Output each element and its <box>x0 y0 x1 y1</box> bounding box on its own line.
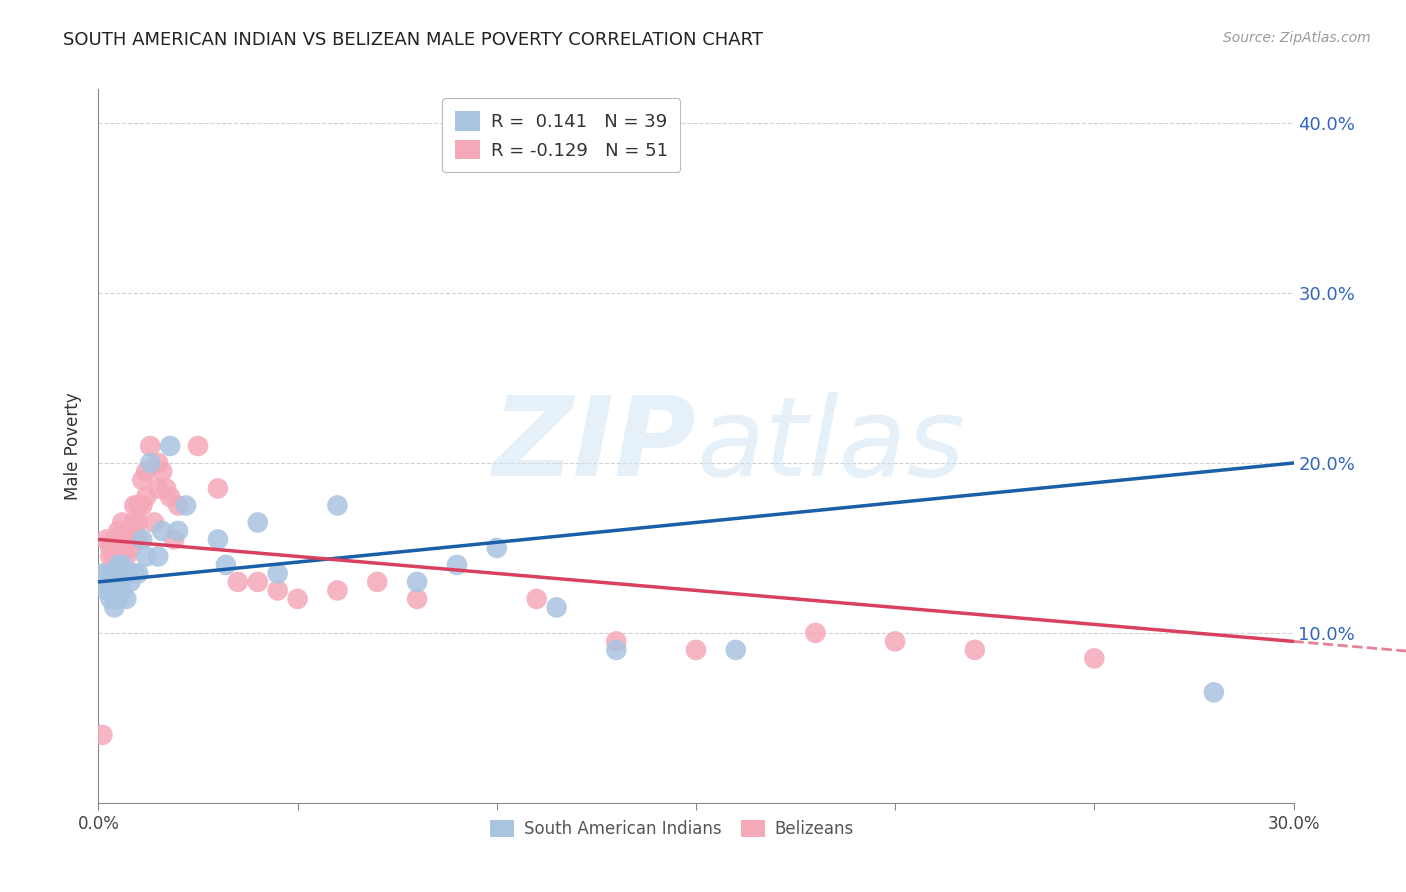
Point <box>267 566 290 581</box>
Point <box>131 533 153 547</box>
Point <box>91 728 114 742</box>
Point <box>804 626 827 640</box>
Point <box>107 558 129 572</box>
Point <box>167 499 190 513</box>
Point <box>98 583 122 598</box>
Point <box>884 634 907 648</box>
Point <box>546 600 568 615</box>
Point <box>91 566 114 581</box>
Point <box>131 499 153 513</box>
Legend: South American Indians, Belizeans: South American Indians, Belizeans <box>484 813 860 845</box>
Point <box>605 643 627 657</box>
Point <box>120 524 142 538</box>
Point <box>127 533 149 547</box>
Point <box>406 574 429 589</box>
Point <box>98 591 122 606</box>
Point <box>107 541 129 555</box>
Point <box>685 643 707 657</box>
Point <box>98 566 122 581</box>
Point <box>107 566 129 581</box>
Point <box>485 541 508 555</box>
Point <box>724 643 747 657</box>
Point <box>103 533 125 547</box>
Point <box>103 566 125 581</box>
Point <box>148 482 170 496</box>
Point <box>1083 651 1105 665</box>
Point <box>246 574 269 589</box>
Point <box>131 473 153 487</box>
Point <box>159 490 181 504</box>
Point <box>267 583 290 598</box>
Y-axis label: Male Poverty: Male Poverty <box>65 392 83 500</box>
Point <box>326 583 349 598</box>
Point <box>98 549 122 564</box>
Text: atlas: atlas <box>696 392 965 500</box>
Point <box>107 574 129 589</box>
Point <box>143 516 166 530</box>
Point <box>226 574 249 589</box>
Point <box>103 574 125 589</box>
Point <box>207 533 229 547</box>
Point <box>287 591 309 606</box>
Point <box>167 524 190 538</box>
Point <box>115 533 138 547</box>
Point <box>107 524 129 538</box>
Point <box>120 574 142 589</box>
Point <box>103 558 125 572</box>
Point <box>111 558 134 572</box>
Point <box>159 439 181 453</box>
Point <box>174 499 197 513</box>
Point <box>103 549 125 564</box>
Point <box>103 600 125 615</box>
Text: Source: ZipAtlas.com: Source: ZipAtlas.com <box>1223 31 1371 45</box>
Point <box>246 516 269 530</box>
Point <box>124 499 146 513</box>
Point <box>150 465 173 479</box>
Text: ZIP: ZIP <box>492 392 696 500</box>
Point <box>111 583 134 598</box>
Point <box>115 566 138 581</box>
Point <box>139 439 162 453</box>
Point <box>124 516 146 530</box>
Point <box>107 591 129 606</box>
Point <box>148 549 170 564</box>
Point <box>96 583 118 598</box>
Text: SOUTH AMERICAN INDIAN VS BELIZEAN MALE POVERTY CORRELATION CHART: SOUTH AMERICAN INDIAN VS BELIZEAN MALE P… <box>63 31 763 49</box>
Point <box>139 456 162 470</box>
Point <box>963 643 986 657</box>
Point <box>215 558 238 572</box>
Point <box>124 566 146 581</box>
Point <box>446 558 468 572</box>
Point <box>163 533 186 547</box>
Point <box>187 439 209 453</box>
Point <box>111 516 134 530</box>
Point <box>1202 685 1225 699</box>
Point <box>148 456 170 470</box>
Point <box>605 634 627 648</box>
Point <box>120 541 142 555</box>
Point <box>207 482 229 496</box>
Point <box>155 482 177 496</box>
Point <box>135 465 157 479</box>
Point <box>127 499 149 513</box>
Point <box>115 591 138 606</box>
Point <box>150 524 173 538</box>
Point <box>111 533 134 547</box>
Point <box>135 549 157 564</box>
Point <box>115 549 138 564</box>
Point <box>326 499 349 513</box>
Point <box>98 541 122 555</box>
Point <box>96 574 118 589</box>
Point <box>135 490 157 504</box>
Point <box>127 516 149 530</box>
Point <box>526 591 548 606</box>
Point <box>96 566 118 581</box>
Point <box>127 566 149 581</box>
Point <box>406 591 429 606</box>
Point <box>366 574 388 589</box>
Point <box>96 533 118 547</box>
